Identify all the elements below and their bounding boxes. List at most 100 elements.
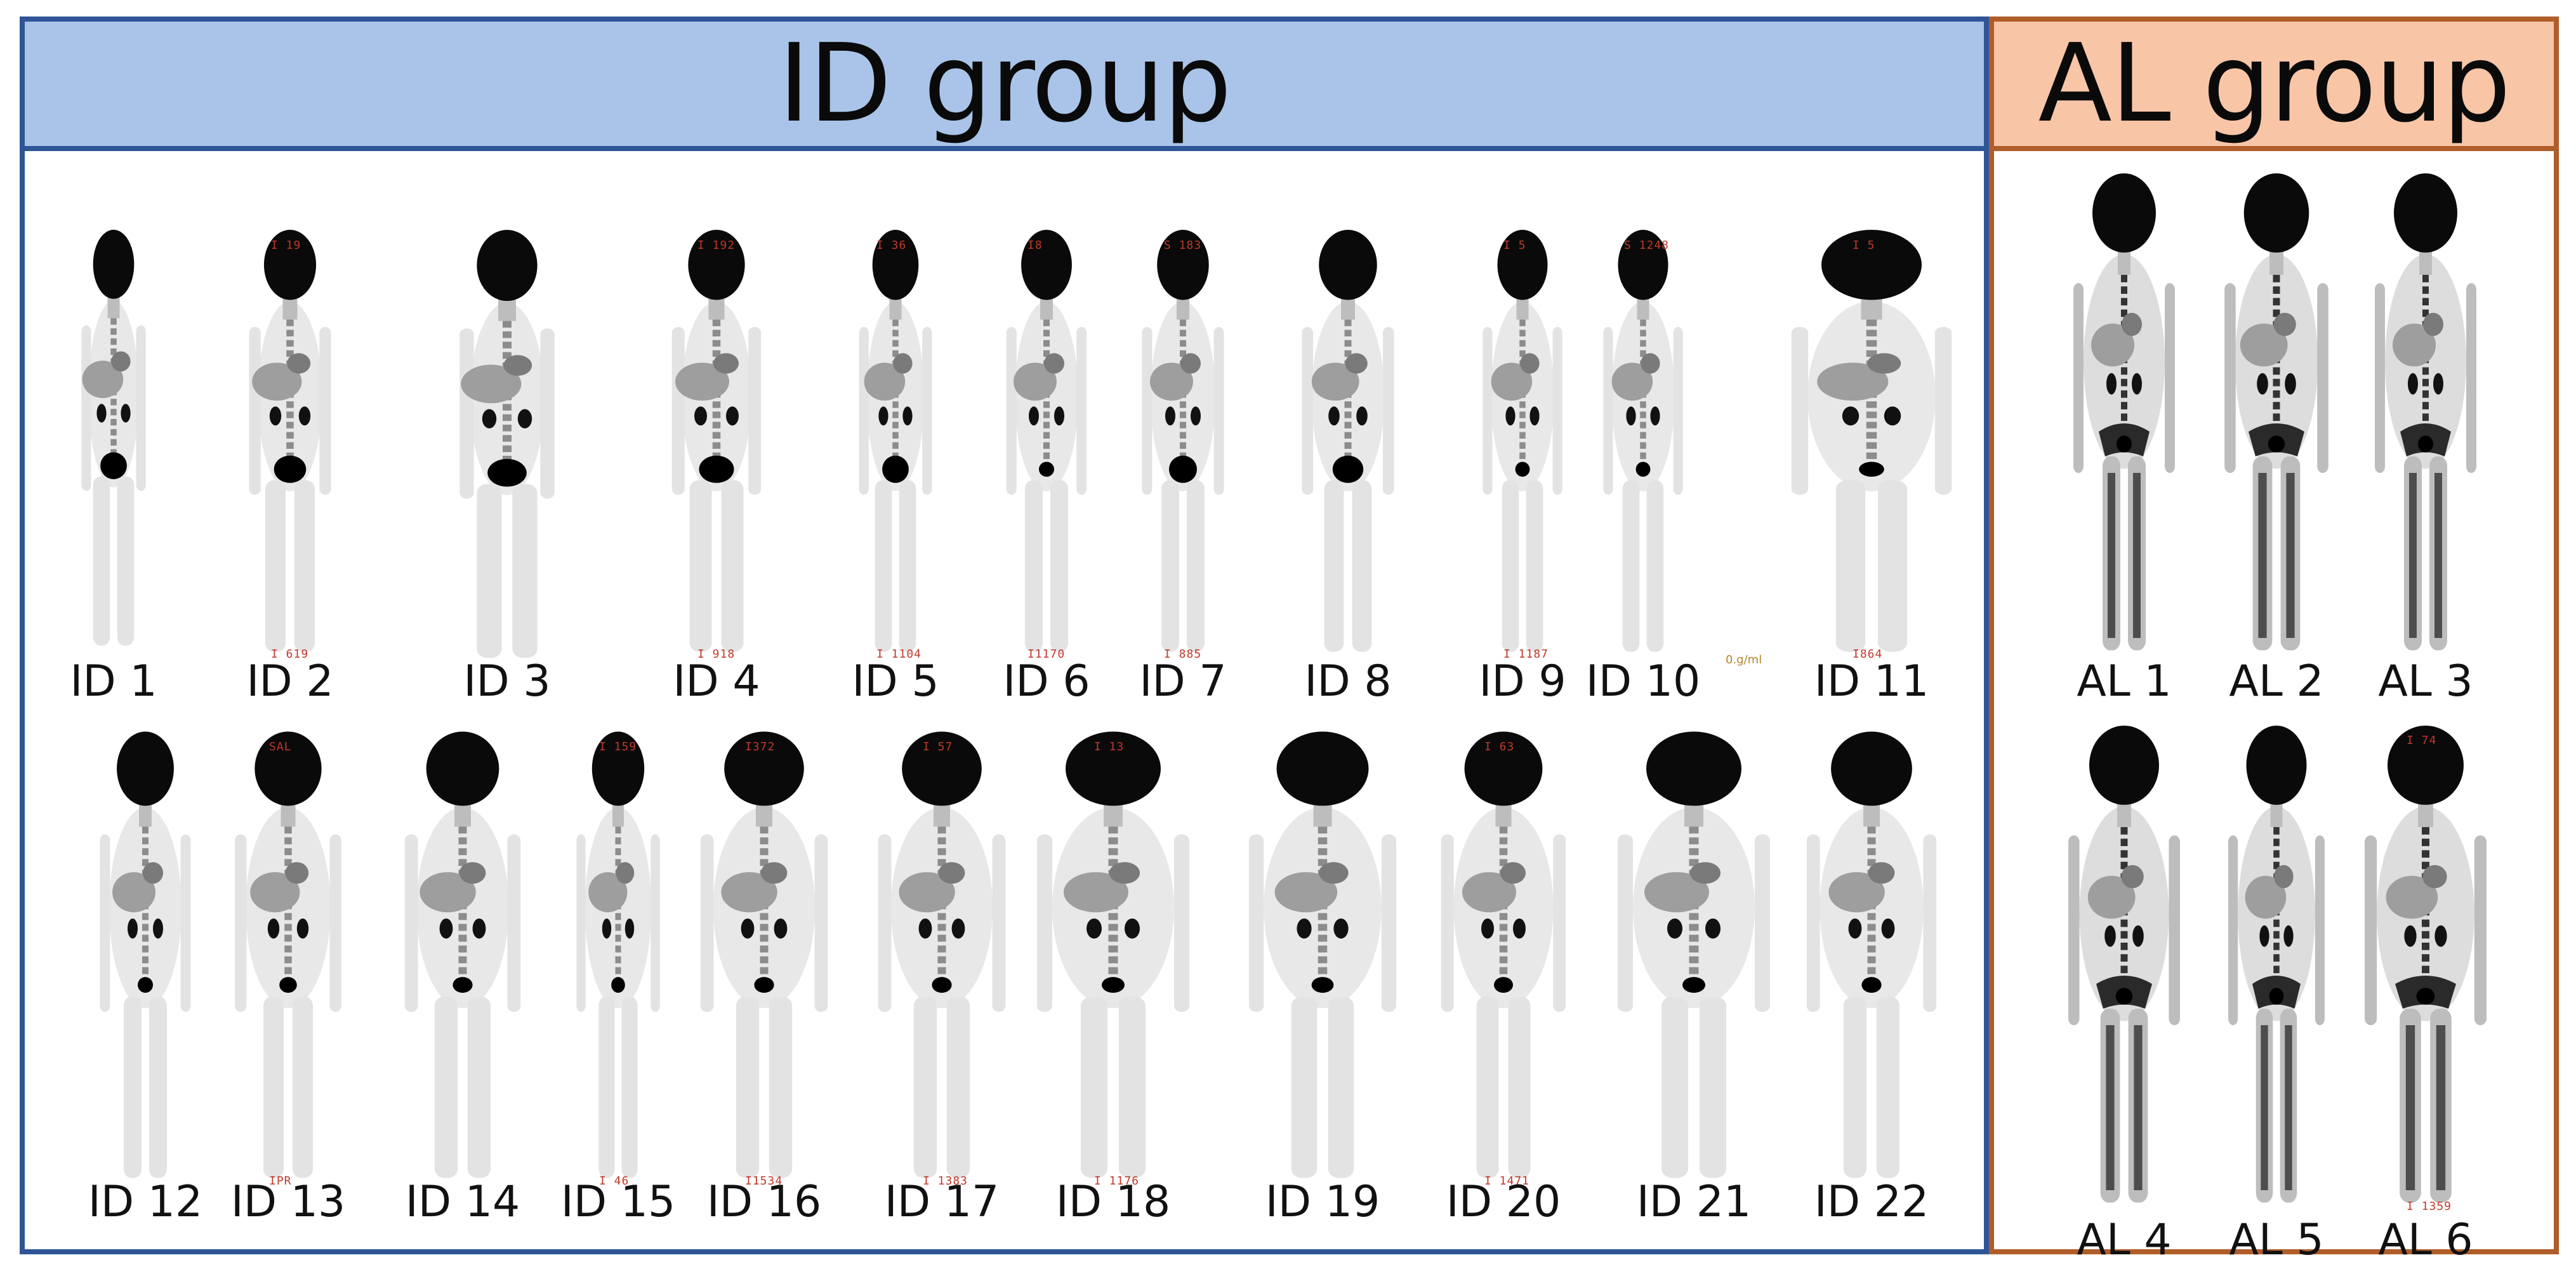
scan-label: ID 19 (1265, 1177, 1380, 1227)
pet-scan-figure (576, 731, 660, 1178)
scan-top-stamp: SAL (269, 740, 292, 753)
pet-scan-figure (1806, 731, 1937, 1178)
al-group-scans: AL 1 AL 2 AL 3 AL 4 AL 5 I 74 I 1359 AL 6 (1994, 22, 2554, 1265)
scan-label: ID 8 (1304, 656, 1392, 707)
pet-scan-figure (249, 230, 331, 652)
scan-label: ID 18 (1055, 1177, 1171, 1227)
scan-label: ID 1 (70, 656, 157, 707)
scan-id-12: ID 12 (82, 726, 209, 1234)
scan-id-4: I 192 I 918 ID 4 (637, 225, 796, 713)
scan-top-stamp: I 5 (1503, 239, 1526, 252)
pet-scan-figure (1618, 731, 1770, 1178)
uptake-unit-note: 0.g/ml (1726, 653, 1762, 667)
scan-al-3: AL 3 (2362, 168, 2489, 713)
scan-top-stamp: I 13 (1094, 740, 1125, 753)
scan-id-14: ID 14 (380, 726, 545, 1234)
pet-scan-figure (459, 230, 555, 658)
pet-scan-figure (100, 731, 191, 1178)
pet-scan-figure (2224, 173, 2328, 651)
id-group-scans: ID 1 I 19 I 619 ID 2 ID 3 I 192 I 918 ID 4 I 36 I… (25, 22, 1984, 1249)
scan-label: ID 3 (463, 656, 551, 707)
scan-bottom-stamp: I 1187 (1503, 647, 1549, 661)
scan-id-5: I 36 I 1104 ID 5 (835, 225, 956, 713)
pet-scan-figure (2365, 726, 2487, 1203)
scan-al-2: AL 2 (2207, 168, 2346, 713)
scan-label: AL 2 (2229, 656, 2324, 707)
scan-label: ID 14 (405, 1177, 520, 1227)
pet-scan-figure (1791, 230, 1952, 652)
scan-top-stamp: I 63 (1484, 740, 1515, 753)
scan-id-7: S 183 I 885 ID 7 (1120, 225, 1246, 713)
pet-scan-figure (235, 731, 341, 1178)
scan-id-19: ID 19 (1231, 726, 1415, 1234)
scan-label: ID 12 (88, 1177, 203, 1227)
scan-bottom-stamp: I 885 (1164, 647, 1202, 661)
al-group-title: AL group (1994, 22, 2554, 151)
scan-id-17: I 57 I 1383 ID 17 (859, 726, 1024, 1234)
scan-top-stamp: I 159 (599, 740, 637, 753)
scan-al-6: I 74 I 1359 AL 6 (2349, 720, 2502, 1272)
id-group-panel: ID group ID 1 I 19 I 619 ID 2 ID 3 I 192 I 918… (20, 17, 1989, 1254)
pet-scan-figure (859, 230, 932, 652)
scan-bottom-stamp: I 1104 (876, 647, 922, 661)
pet-scan-figure (1302, 230, 1394, 652)
scan-id-10: S 1248 ID 10 (1583, 225, 1703, 713)
scan-id-21: ID 21 (1599, 726, 1789, 1234)
scan-label: ID 4 (673, 656, 760, 707)
scan-label: ID 13 (230, 1177, 346, 1227)
scan-bottom-stamp: I1170 (1027, 647, 1066, 661)
scan-id-15: I 159 I 46 ID 15 (561, 726, 675, 1234)
pet-scan-figure (404, 731, 521, 1178)
pet-scan-figure (1441, 731, 1566, 1178)
scan-bottom-stamp: I 619 (271, 647, 309, 661)
pet-scan-figure (2073, 173, 2175, 651)
scan-top-stamp: I 74 (2407, 734, 2437, 747)
scan-top-stamp: S 1248 (1624, 239, 1670, 252)
pet-scan-figure (1142, 230, 1224, 652)
pet-scan-figure (1006, 230, 1087, 652)
scan-label: ID 5 (852, 656, 939, 707)
scan-label: ID 21 (1636, 1177, 1752, 1227)
scan-bottom-stamp: I 918 (697, 647, 736, 661)
scan-id-2: I 19 I 619 ID 2 (217, 225, 363, 713)
pet-scan-figure (2068, 726, 2180, 1203)
scan-id-16: I372 I1534 ID 16 (682, 726, 847, 1234)
pet-scan-figure (2228, 726, 2325, 1203)
scan-label: ID 22 (1814, 1177, 1929, 1227)
scan-label: AL 6 (2378, 1215, 2473, 1265)
scan-id-11: I 5 I864 ID 11 (1767, 225, 1976, 713)
scan-id-13: SAL IPR ID 13 (215, 726, 361, 1234)
scan-bottom-stamp: I1534 (745, 1174, 783, 1188)
scan-label: ID 9 (1479, 656, 1566, 707)
pet-scan-figure (700, 731, 828, 1178)
scan-bottom-stamp: I864 (1853, 647, 1883, 661)
scan-top-stamp: S 183 (1164, 239, 1202, 252)
scan-label: AL 4 (2077, 1215, 2172, 1265)
scan-al-4: AL 4 (2054, 720, 2194, 1272)
scan-label: AL 1 (2077, 656, 2172, 707)
scan-id-18: I 13 I 1176 ID 18 (1018, 726, 1208, 1234)
scan-id-3: ID 3 (418, 225, 596, 713)
scan-label: AL 3 (2378, 656, 2473, 707)
scan-al-5: AL 5 (2216, 720, 2337, 1272)
scan-label: ID 2 (246, 656, 334, 707)
pet-scan-figure (671, 230, 762, 652)
scan-bottom-stamp: I 46 (599, 1174, 630, 1188)
scan-top-stamp: I 5 (1853, 239, 1875, 252)
scan-label: ID 6 (1003, 656, 1090, 707)
scan-label: ID 10 (1585, 656, 1701, 707)
pet-scan-figure (878, 731, 1006, 1178)
scan-label: ID 15 (560, 1177, 676, 1227)
scan-id-9: I 5 I 1187 ID 9 (1462, 225, 1583, 713)
scan-label: ID 11 (1814, 656, 1929, 707)
scan-label: ID 20 (1446, 1177, 1561, 1227)
scan-top-stamp: I 57 (923, 740, 953, 753)
pet-scan-figure (1249, 731, 1396, 1178)
scan-id-6: I8 I1170 ID 6 (983, 225, 1110, 713)
scan-bottom-stamp: I 1176 (1094, 1174, 1140, 1188)
scan-id-22: ID 22 (1789, 726, 1954, 1234)
scan-top-stamp: I 19 (271, 239, 301, 252)
scan-al-1: AL 1 (2061, 168, 2188, 713)
id-group-title: ID group (25, 22, 1984, 151)
